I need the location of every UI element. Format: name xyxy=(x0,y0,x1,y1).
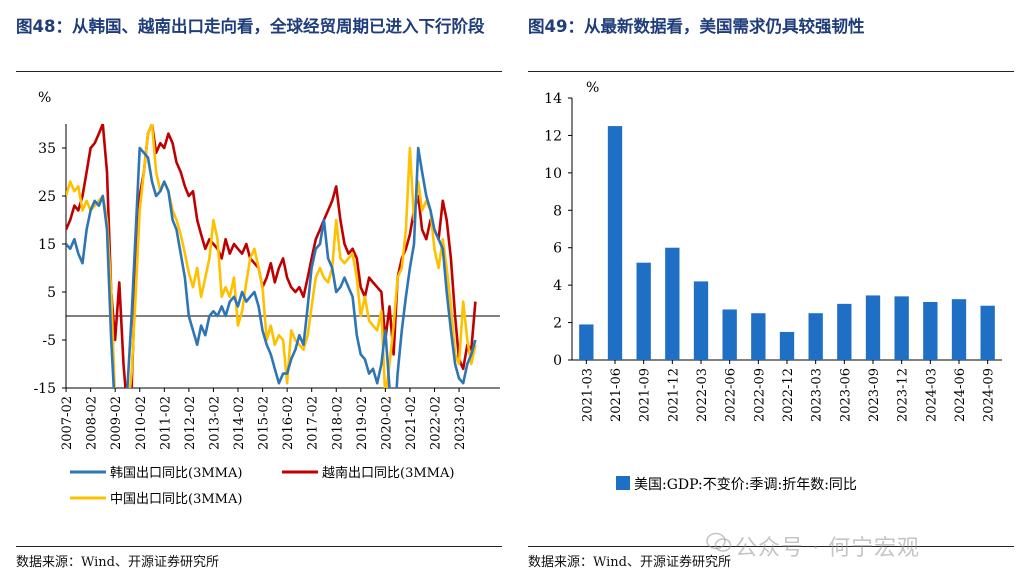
x-tick-label: 2023-06 xyxy=(838,368,853,422)
y-tick-label: -5 xyxy=(42,333,56,349)
bar xyxy=(665,247,680,360)
bar xyxy=(837,303,852,360)
x-tick-label: 2016-02 xyxy=(281,396,296,450)
bar xyxy=(779,331,795,360)
x-tick-label: 2023-09 xyxy=(867,368,882,422)
x-tick-label: 2022-09 xyxy=(752,368,767,422)
y-tick-label: 12 xyxy=(544,128,562,144)
bar xyxy=(693,281,709,360)
left-chart-title: 图48：从韩国、越南出口走向看，全球经贸周期已进入下行阶段 xyxy=(16,17,485,36)
x-tick-label: 2024-09 xyxy=(982,368,997,422)
y-unit-label: % xyxy=(38,90,51,106)
x-tick-label: 2021-03 xyxy=(580,368,595,422)
x-tick-label: 2017-02 xyxy=(306,396,321,450)
y-tick-label: 15 xyxy=(38,237,56,253)
y-tick-label: 14 xyxy=(544,91,562,107)
y-tick-label: 6 xyxy=(553,241,562,257)
x-tick-label: 2024-06 xyxy=(953,368,968,422)
bar-chart: % 0 2 4 6 8 10 12 14 2021-03 2021-06 2021-09 2021-12… xyxy=(544,80,1002,493)
left-chart-panel: 图48：从韩国、越南出口走向看，全球经贸周期已进入下行阶段 % -15 -5 5 15 2… xyxy=(16,17,502,570)
y-tick-label: -15 xyxy=(33,381,56,397)
bar xyxy=(894,296,909,360)
x-tick-label: 2021-06 xyxy=(609,368,624,422)
watermark-text: 公众号 · 何宁宏观 xyxy=(735,536,920,561)
y-tick-label: 25 xyxy=(38,189,56,205)
bar xyxy=(951,299,967,360)
x-tick-label: 2021-12 xyxy=(666,368,681,422)
x-tick-label: 2011-02 xyxy=(158,396,173,450)
bar xyxy=(579,324,594,360)
x-tick-label: 2019-02 xyxy=(355,396,370,450)
legend-label: 韩国出口同比(3MMA) xyxy=(110,466,242,481)
wechat-icon xyxy=(706,532,732,552)
legend-label: 中国出口同比(3MMA) xyxy=(110,492,242,507)
bar xyxy=(607,126,623,360)
line-chart: % -15 -5 5 15 25 35 2007-02 2008-02 2009-02 2010-0… xyxy=(33,90,500,507)
bar xyxy=(636,262,651,360)
x-tick-label: 2008-02 xyxy=(85,396,100,450)
x-tick-label: 2018-02 xyxy=(330,396,345,450)
y-unit-label: % xyxy=(586,80,599,96)
x-tick-label: 2012-02 xyxy=(183,396,198,450)
y-tick-label: 0 xyxy=(553,353,562,369)
bar xyxy=(980,305,995,360)
x-tick-label: 2024-03 xyxy=(924,368,939,422)
left-source-note: 数据来源：Wind、开源证券研究所 xyxy=(16,555,219,570)
y-tick-label: 4 xyxy=(553,278,562,294)
bar xyxy=(808,313,823,360)
legend-swatch xyxy=(616,476,630,490)
left-title-rule xyxy=(16,71,502,72)
legend-label: 越南出口同比(3MMA) xyxy=(322,465,454,481)
x-tick-label: 2021-02 xyxy=(404,396,419,450)
legend-label: 美国:GDP:不变价:季调:折年数:同比 xyxy=(634,477,857,493)
x-tick-label: 2021-09 xyxy=(638,368,653,422)
x-tick-label: 2023-02 xyxy=(453,396,468,450)
x-tick-label: 2022-12 xyxy=(781,368,796,422)
bar xyxy=(865,295,881,360)
right-title-rule xyxy=(528,71,1014,72)
bar xyxy=(722,309,737,360)
right-source-note: 数据来源：Wind、开源证券研究所 xyxy=(528,555,731,570)
series-line xyxy=(66,124,477,388)
right-footer-rule xyxy=(528,546,1014,547)
x-tick-label: 2020-02 xyxy=(379,396,394,450)
right-chart-panel: 图49：从最新数据看，美国需求仍具较强韧性 % 0 2 4 6 8 10 12 14 2021-0… xyxy=(512,0,1024,585)
x-tick-label: 2009-02 xyxy=(109,396,124,450)
x-tick-label: 2010-02 xyxy=(134,396,149,450)
x-tick-label: 2013-02 xyxy=(207,396,222,450)
y-tick-label: 5 xyxy=(47,285,56,301)
series-line xyxy=(66,146,477,388)
right-chart-title: 图49：从最新数据看，美国需求仍具较强韧性 xyxy=(528,17,865,36)
y-tick-label: 35 xyxy=(38,141,56,157)
bar xyxy=(751,313,766,360)
x-tick-label: 2015-02 xyxy=(257,396,272,450)
x-tick-label: 2007-02 xyxy=(60,396,75,450)
left-footer-rule xyxy=(16,546,502,547)
y-tick-label: 2 xyxy=(553,316,562,332)
x-tick-label: 2022-06 xyxy=(724,368,739,422)
y-tick-label: 8 xyxy=(553,203,562,219)
x-tick-label: 2022-02 xyxy=(429,396,444,450)
x-tick-label: 2022-03 xyxy=(695,368,710,422)
x-tick-label: 2014-02 xyxy=(232,396,247,450)
x-tick-label: 2023-03 xyxy=(810,368,825,422)
bar xyxy=(923,301,938,360)
y-tick-label: 10 xyxy=(544,166,562,182)
x-tick-label: 2023-12 xyxy=(896,368,911,422)
